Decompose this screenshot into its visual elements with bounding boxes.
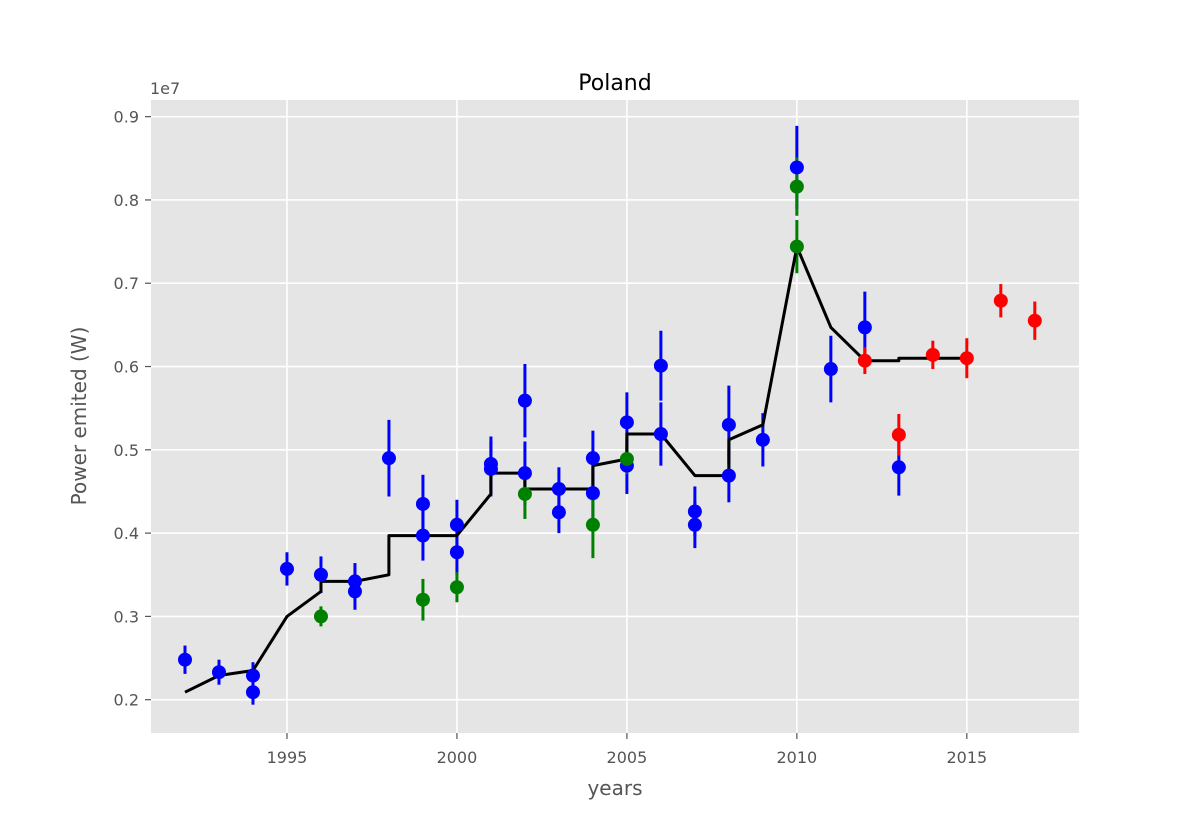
y-tick-label: 0.7 [114, 274, 139, 293]
data-point-blue [721, 468, 736, 483]
y-tick-label: 0.3 [114, 607, 139, 626]
y-tick-labels: 0.2 0.3 0.4 0.5 0.6 0.7 0.8 0.9 [114, 108, 151, 710]
data-point-blue [211, 665, 226, 680]
data-point-blue [653, 426, 668, 441]
data-point-red [857, 353, 872, 368]
x-tick-label: 1995 [267, 748, 308, 767]
y-tick-label: 0.4 [114, 524, 139, 543]
data-point-blue [857, 320, 872, 335]
data-point-blue [653, 358, 668, 373]
data-point-blue [279, 561, 294, 576]
y-axis-label: Power emited (W) [67, 327, 91, 506]
data-point-green [789, 239, 804, 254]
data-point-blue [823, 362, 838, 377]
data-point-blue [347, 574, 362, 589]
data-point-green [585, 517, 600, 532]
data-point-blue [585, 486, 600, 501]
data-point-blue [891, 460, 906, 475]
x-tick-label: 2010 [777, 748, 818, 767]
y-tick-label: 0.2 [114, 691, 139, 710]
data-point-red [925, 347, 940, 362]
y-tick-label: 0.5 [114, 441, 139, 460]
data-point-blue [245, 685, 260, 700]
data-point-blue [551, 481, 566, 496]
data-point-green [449, 580, 464, 595]
data-point-blue [313, 567, 328, 582]
data-point-blue [517, 466, 532, 481]
data-point-blue [415, 528, 430, 543]
chart-title: Poland [578, 71, 651, 96]
y-offset-label: 1e7 [150, 79, 180, 98]
data-point-blue [449, 517, 464, 532]
x-tick-label: 2005 [607, 748, 648, 767]
data-point-green [619, 451, 634, 466]
data-point-green [313, 609, 328, 624]
data-point-blue [687, 504, 702, 519]
data-point-green [789, 179, 804, 194]
data-points [177, 160, 1042, 700]
data-point-red [1027, 313, 1042, 328]
y-tick-label: 0.8 [114, 191, 139, 210]
grid-y [151, 115, 1079, 701]
y-tick-label: 0.9 [114, 108, 139, 127]
x-tick-label: 2000 [437, 748, 478, 767]
data-point-blue [619, 415, 634, 430]
data-point-blue [517, 393, 532, 408]
data-point-blue [415, 496, 430, 511]
data-point-blue [381, 451, 396, 466]
x-axis-label: years [587, 776, 642, 800]
data-point-red [993, 293, 1008, 308]
y-tick-label: 0.6 [114, 358, 139, 377]
data-point-green [415, 592, 430, 607]
data-point-blue [755, 432, 770, 447]
data-point-blue [177, 652, 192, 667]
data-point-blue [789, 160, 804, 175]
data-point-blue [483, 461, 498, 476]
data-point-blue [687, 517, 702, 532]
data-point-blue [721, 417, 736, 432]
x-tick-label: 2015 [946, 748, 987, 767]
data-point-blue [551, 505, 566, 520]
data-point-blue [347, 584, 362, 599]
plot-background [151, 100, 1079, 733]
data-point-blue [585, 451, 600, 466]
data-point-red [959, 351, 974, 366]
data-point-blue [449, 545, 464, 560]
data-point-blue [245, 668, 260, 683]
x-tick-labels: 1995 2000 2005 2010 2015 [267, 733, 987, 767]
data-point-green [517, 486, 532, 501]
data-point-red [891, 427, 906, 442]
